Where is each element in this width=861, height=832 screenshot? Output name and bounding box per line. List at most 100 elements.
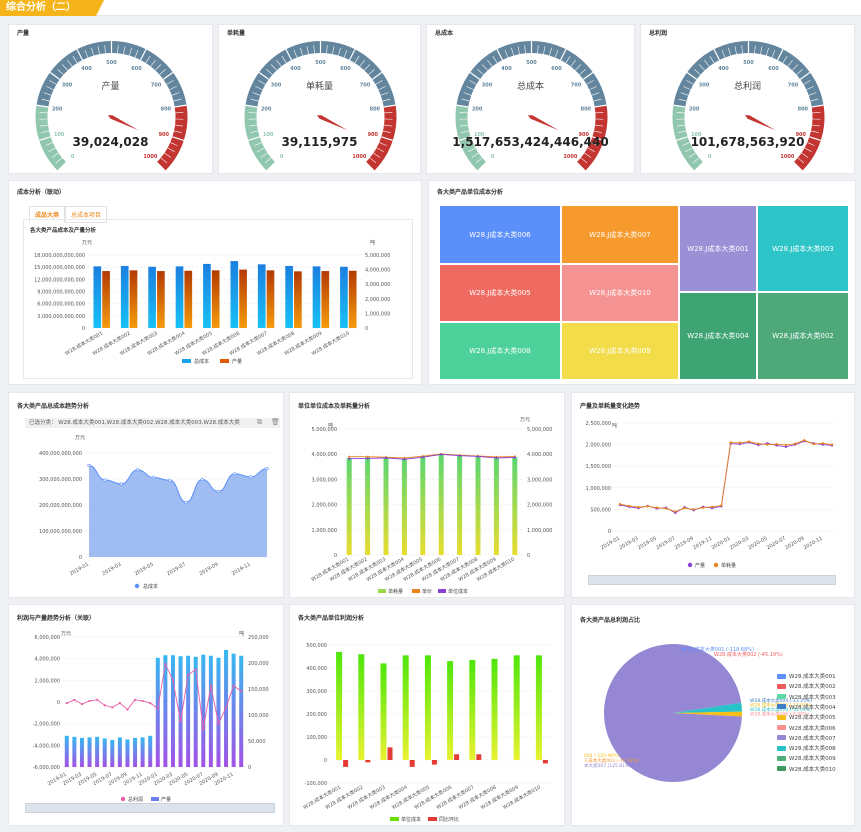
gauge-tick xyxy=(594,124,603,127)
zoom-slider[interactable] xyxy=(25,803,275,813)
legend-item[interactable]: W28.成本大类001 xyxy=(777,672,836,680)
callout-line xyxy=(674,645,686,650)
chart-title: 各大类产品成本及产量分析 xyxy=(29,226,97,234)
data-point xyxy=(646,505,649,508)
data-point xyxy=(701,506,705,509)
gauge-tick-label: 1000 xyxy=(780,154,794,160)
gauge-tick xyxy=(169,86,177,91)
gauge-tick xyxy=(686,71,698,80)
gauge-tick xyxy=(48,147,56,152)
data-point xyxy=(265,466,269,471)
gauge-value: 101,678,563,920 xyxy=(690,135,805,149)
data-point xyxy=(793,442,797,445)
legend-item[interactable]: W28.成本大类005 xyxy=(777,713,836,721)
gauge-tick xyxy=(685,147,693,152)
gauge-tick xyxy=(694,161,704,172)
gauge-tick xyxy=(332,46,335,55)
gauge-tick xyxy=(84,49,89,58)
zoom-slider[interactable] xyxy=(588,575,836,585)
treemap-cell[interactable]: W28.J成本大类008 xyxy=(439,322,561,380)
gauge-tick xyxy=(594,104,607,108)
treemap-cell[interactable]: W28.J成本大类003 xyxy=(757,205,849,292)
gauge-tick xyxy=(266,161,276,172)
x-tick-label: 2020-07 xyxy=(766,536,787,552)
legend-item[interactable]: W28.成本大类006 xyxy=(777,724,836,732)
gauge-tick xyxy=(782,56,788,64)
delete-icon[interactable]: 🗑 xyxy=(271,418,280,426)
gauge-tick xyxy=(61,64,68,71)
data-point xyxy=(103,478,107,482)
y-tick-label: 0 xyxy=(79,555,82,561)
gauge-tick xyxy=(376,147,384,152)
gauge-tick xyxy=(150,59,156,67)
gauge-tick xyxy=(49,71,61,80)
gauge-tick xyxy=(117,45,119,54)
y-tick-label: 15,000,000,000,000 xyxy=(34,265,85,271)
legend-swatch xyxy=(220,359,229,363)
treemap-cell[interactable]: W28.J成本大类001 xyxy=(679,205,757,292)
gauge-tick xyxy=(248,136,260,142)
gauge-tick-label: 300 xyxy=(62,83,73,89)
data-point xyxy=(628,504,631,508)
treemap-cell[interactable]: W28.J成本大类007 xyxy=(561,205,679,264)
legend-label: 单位成本 xyxy=(448,588,468,595)
gauge-tick xyxy=(46,86,54,91)
gauge-tick xyxy=(575,64,582,71)
y-tick-label: 2,000,000 xyxy=(586,443,611,449)
data-point xyxy=(618,503,622,506)
treemap-cell[interactable]: W28.J成本大类005 xyxy=(439,264,561,322)
bar-production xyxy=(178,656,183,767)
gauge-tick xyxy=(582,71,594,80)
legend-item[interactable]: W28.成本大类010 xyxy=(777,765,836,773)
tab-cost-items[interactable]: 总成本项目 xyxy=(65,206,108,223)
gauge-tick-label: 0 xyxy=(491,154,495,160)
gauge-tick xyxy=(704,59,710,67)
bar-production xyxy=(129,270,138,328)
gauge-tick-label: 600 xyxy=(131,66,142,72)
cost-trend-panel: 各大类产品总成本趋势分析 已选分类： W28.成本大类001,W28.成本大类0… xyxy=(8,392,284,598)
gauge-tick xyxy=(245,104,258,108)
gauge-tick-label: 800 xyxy=(581,106,592,112)
y-unit: 吨 xyxy=(612,422,617,429)
treemap-cell[interactable]: W28.J成本大类009 xyxy=(561,322,679,380)
bar-unit-cost xyxy=(380,663,387,760)
data-point xyxy=(683,506,686,510)
gauge-tick xyxy=(338,47,341,56)
treemap-cell[interactable]: W28.J成本大类006 xyxy=(439,205,561,264)
y-tick-label: 4,000,000 xyxy=(365,268,390,274)
cost-chart-box: 各大类产品成本及产量分析 万元 吨 0 3,000,000,000,000 6,000,0… xyxy=(23,219,413,379)
x-tick-label: W28.成本大类004 xyxy=(368,784,408,811)
treemap-cell[interactable]: W28.J成本大类002 xyxy=(757,292,849,380)
data-point xyxy=(111,706,114,709)
treemap-cell[interactable]: W28.J成本大类010 xyxy=(561,264,679,322)
legend-item[interactable]: W28.成本大类002 xyxy=(777,682,836,690)
x-tick-label: W28.成本大类002 xyxy=(324,784,364,811)
legend-item[interactable]: W28.成本大类004 xyxy=(777,703,836,711)
gauge-tick-label: 200 xyxy=(52,106,63,112)
data-point xyxy=(171,679,175,682)
legend-item[interactable]: W28.成本大类007 xyxy=(777,734,836,742)
copy-icon[interactable]: ⧉ xyxy=(257,418,262,426)
legend-item[interactable]: W28.成本大类009 xyxy=(777,754,836,762)
gauge-tick xyxy=(51,152,59,158)
treemap-cell[interactable]: W28.J成本大类004 xyxy=(679,292,757,380)
gauge-tick xyxy=(368,69,375,75)
tab-product-category[interactable]: 成品大类 xyxy=(29,206,66,223)
gauge-tick xyxy=(252,92,261,96)
data-point xyxy=(216,489,221,494)
gauge-needle xyxy=(527,115,559,131)
y-tick-label: 1,000,000 xyxy=(312,528,337,534)
legend-item[interactable]: W28.成本大类008 xyxy=(777,744,836,752)
panel-title: 各大类产品单位利润分析 xyxy=(298,615,365,622)
profit-trend-panel: 利润与产量趋势分析（关联） 万元 吨 -6,000,000 -4,000,000 -2,… xyxy=(8,604,284,826)
panel-title: 单位单位成本及单耗量分析 xyxy=(298,403,371,410)
legend-item[interactable]: W28.成本大类003 xyxy=(777,693,836,701)
y-tick-label: 0 xyxy=(527,553,530,559)
legend-label: W28.成本大类002 xyxy=(789,684,836,691)
gauge-needle xyxy=(316,115,348,131)
gauge-tick xyxy=(281,56,287,64)
legend-swatch xyxy=(777,735,786,741)
gauge-tick xyxy=(371,71,383,80)
panel-title: 各大类产品单位成本分析 xyxy=(437,189,504,196)
gauge-tick xyxy=(72,56,78,64)
